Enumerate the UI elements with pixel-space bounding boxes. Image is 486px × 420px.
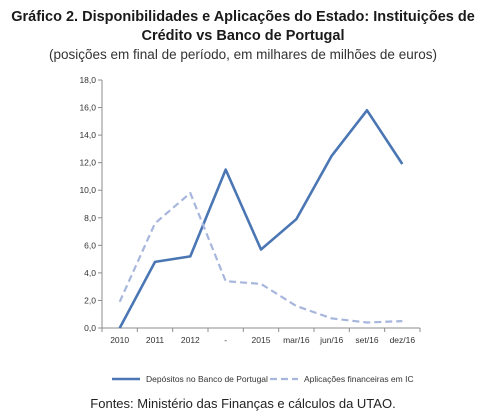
source-note: Fontes: Ministério das Finanças e cálcul… bbox=[90, 396, 396, 411]
line-chart: 0,0 2,0 4,0 6,0 8,0 10,0 12,0 14,0 16,0 18,0 2010 2… bbox=[79, 75, 421, 384]
series-line-aplicacoes bbox=[118, 191, 403, 324]
x-tick-label: mar/16 bbox=[283, 335, 310, 345]
chart-subtitle: (posições em final de período, em milhar… bbox=[49, 47, 437, 62]
x-tick-label: set/16 bbox=[355, 335, 378, 345]
chart-title-line-2: Crédito vs Banco de Portugal bbox=[141, 28, 345, 44]
x-tick-label: - bbox=[224, 335, 227, 345]
legend-label-depositos: Depósitos no Banco de Portugal bbox=[146, 374, 268, 384]
x-tick-label: jun/16 bbox=[319, 335, 343, 345]
x-tick-label: 2011 bbox=[146, 335, 165, 345]
y-tick-label: 0,0 bbox=[84, 323, 96, 333]
y-tick-label: 12,0 bbox=[79, 158, 96, 168]
x-tick-label: dez/16 bbox=[390, 335, 416, 345]
y-tick-label: 6,0 bbox=[84, 240, 96, 250]
chart-area: 0,0 2,0 4,0 6,0 8,0 10,0 12,0 14,0 16,0 18,0 2010 2… bbox=[74, 68, 468, 392]
y-tick-label: 10,0 bbox=[79, 185, 96, 195]
y-tick-label: 4,0 bbox=[84, 268, 96, 278]
x-tick-label: 2012 bbox=[181, 335, 200, 345]
x-tick-label: 2010 bbox=[110, 335, 129, 345]
x-tick-label: 2015 bbox=[252, 335, 271, 345]
y-tick-label: 8,0 bbox=[84, 213, 96, 223]
chart-title-line-1: Gráfico 2. Disponibilidades e Aplicações… bbox=[11, 9, 475, 25]
chart-title: Gráfico 2. Disponibilidades e Aplicações… bbox=[0, 8, 486, 46]
y-tick-label: 14,0 bbox=[79, 130, 96, 140]
legend-label-aplicacoes: Aplicações financeiras em IC bbox=[304, 374, 414, 384]
y-tick-label: 2,0 bbox=[84, 295, 96, 305]
series-line-depositos bbox=[118, 108, 404, 329]
y-tick-label: 16,0 bbox=[79, 103, 96, 113]
y-tick-label: 18,0 bbox=[79, 75, 96, 85]
